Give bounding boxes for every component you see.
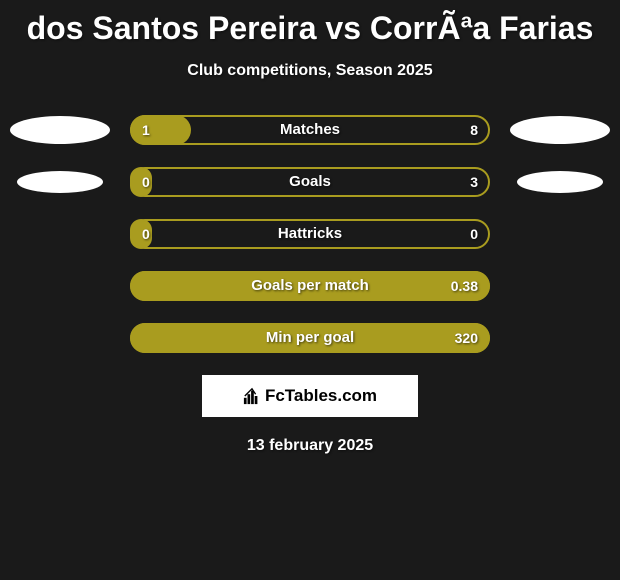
stats-container: 1 Matches 8 0 Goals 3 0 Hattricks 0 xyxy=(0,115,620,353)
stat-row-gpm: Goals per match 0.38 xyxy=(10,271,610,301)
date-text: 13 february 2025 xyxy=(0,437,620,455)
stat-row-hattricks: 0 Hattricks 0 xyxy=(10,219,610,249)
stat-label: Goals per match xyxy=(130,271,490,301)
comparison-subtitle: Club competitions, Season 2025 xyxy=(0,62,620,80)
brand-box: FcTables.com xyxy=(202,375,418,417)
stat-val-right: 0.38 xyxy=(451,271,478,301)
avatar-right-1 xyxy=(510,115,610,145)
stat-row-mpg: Min per goal 320 xyxy=(10,323,610,353)
player-avatar-left xyxy=(17,171,103,193)
player-avatar-right xyxy=(517,171,603,193)
player-avatar-left xyxy=(10,116,110,144)
stat-bar-matches: 1 Matches 8 xyxy=(130,115,490,145)
stat-bar-gpm: Goals per match 0.38 xyxy=(130,271,490,301)
stat-row-matches: 1 Matches 8 xyxy=(10,115,610,145)
stat-val-right: 0 xyxy=(470,219,478,249)
player-avatar-right xyxy=(510,116,610,144)
chart-bars-icon xyxy=(243,387,261,405)
avatar-right-2 xyxy=(510,167,610,197)
brand-text: FcTables.com xyxy=(243,386,377,406)
avatar-left-2 xyxy=(10,167,110,197)
stat-label: Goals xyxy=(130,167,490,197)
stat-val-right: 3 xyxy=(470,167,478,197)
stat-val-right: 320 xyxy=(455,323,478,353)
comparison-title: dos Santos Pereira vs CorrÃªa Farias xyxy=(0,0,620,47)
stat-bar-mpg: Min per goal 320 xyxy=(130,323,490,353)
stat-label: Min per goal xyxy=(130,323,490,353)
brand-label: FcTables.com xyxy=(265,386,377,406)
stat-bar-hattricks: 0 Hattricks 0 xyxy=(130,219,490,249)
stat-val-right: 8 xyxy=(470,115,478,145)
stat-label: Matches xyxy=(130,115,490,145)
stat-label: Hattricks xyxy=(130,219,490,249)
stat-row-goals: 0 Goals 3 xyxy=(10,167,610,197)
avatar-left-1 xyxy=(10,115,110,145)
stat-bar-goals: 0 Goals 3 xyxy=(130,167,490,197)
